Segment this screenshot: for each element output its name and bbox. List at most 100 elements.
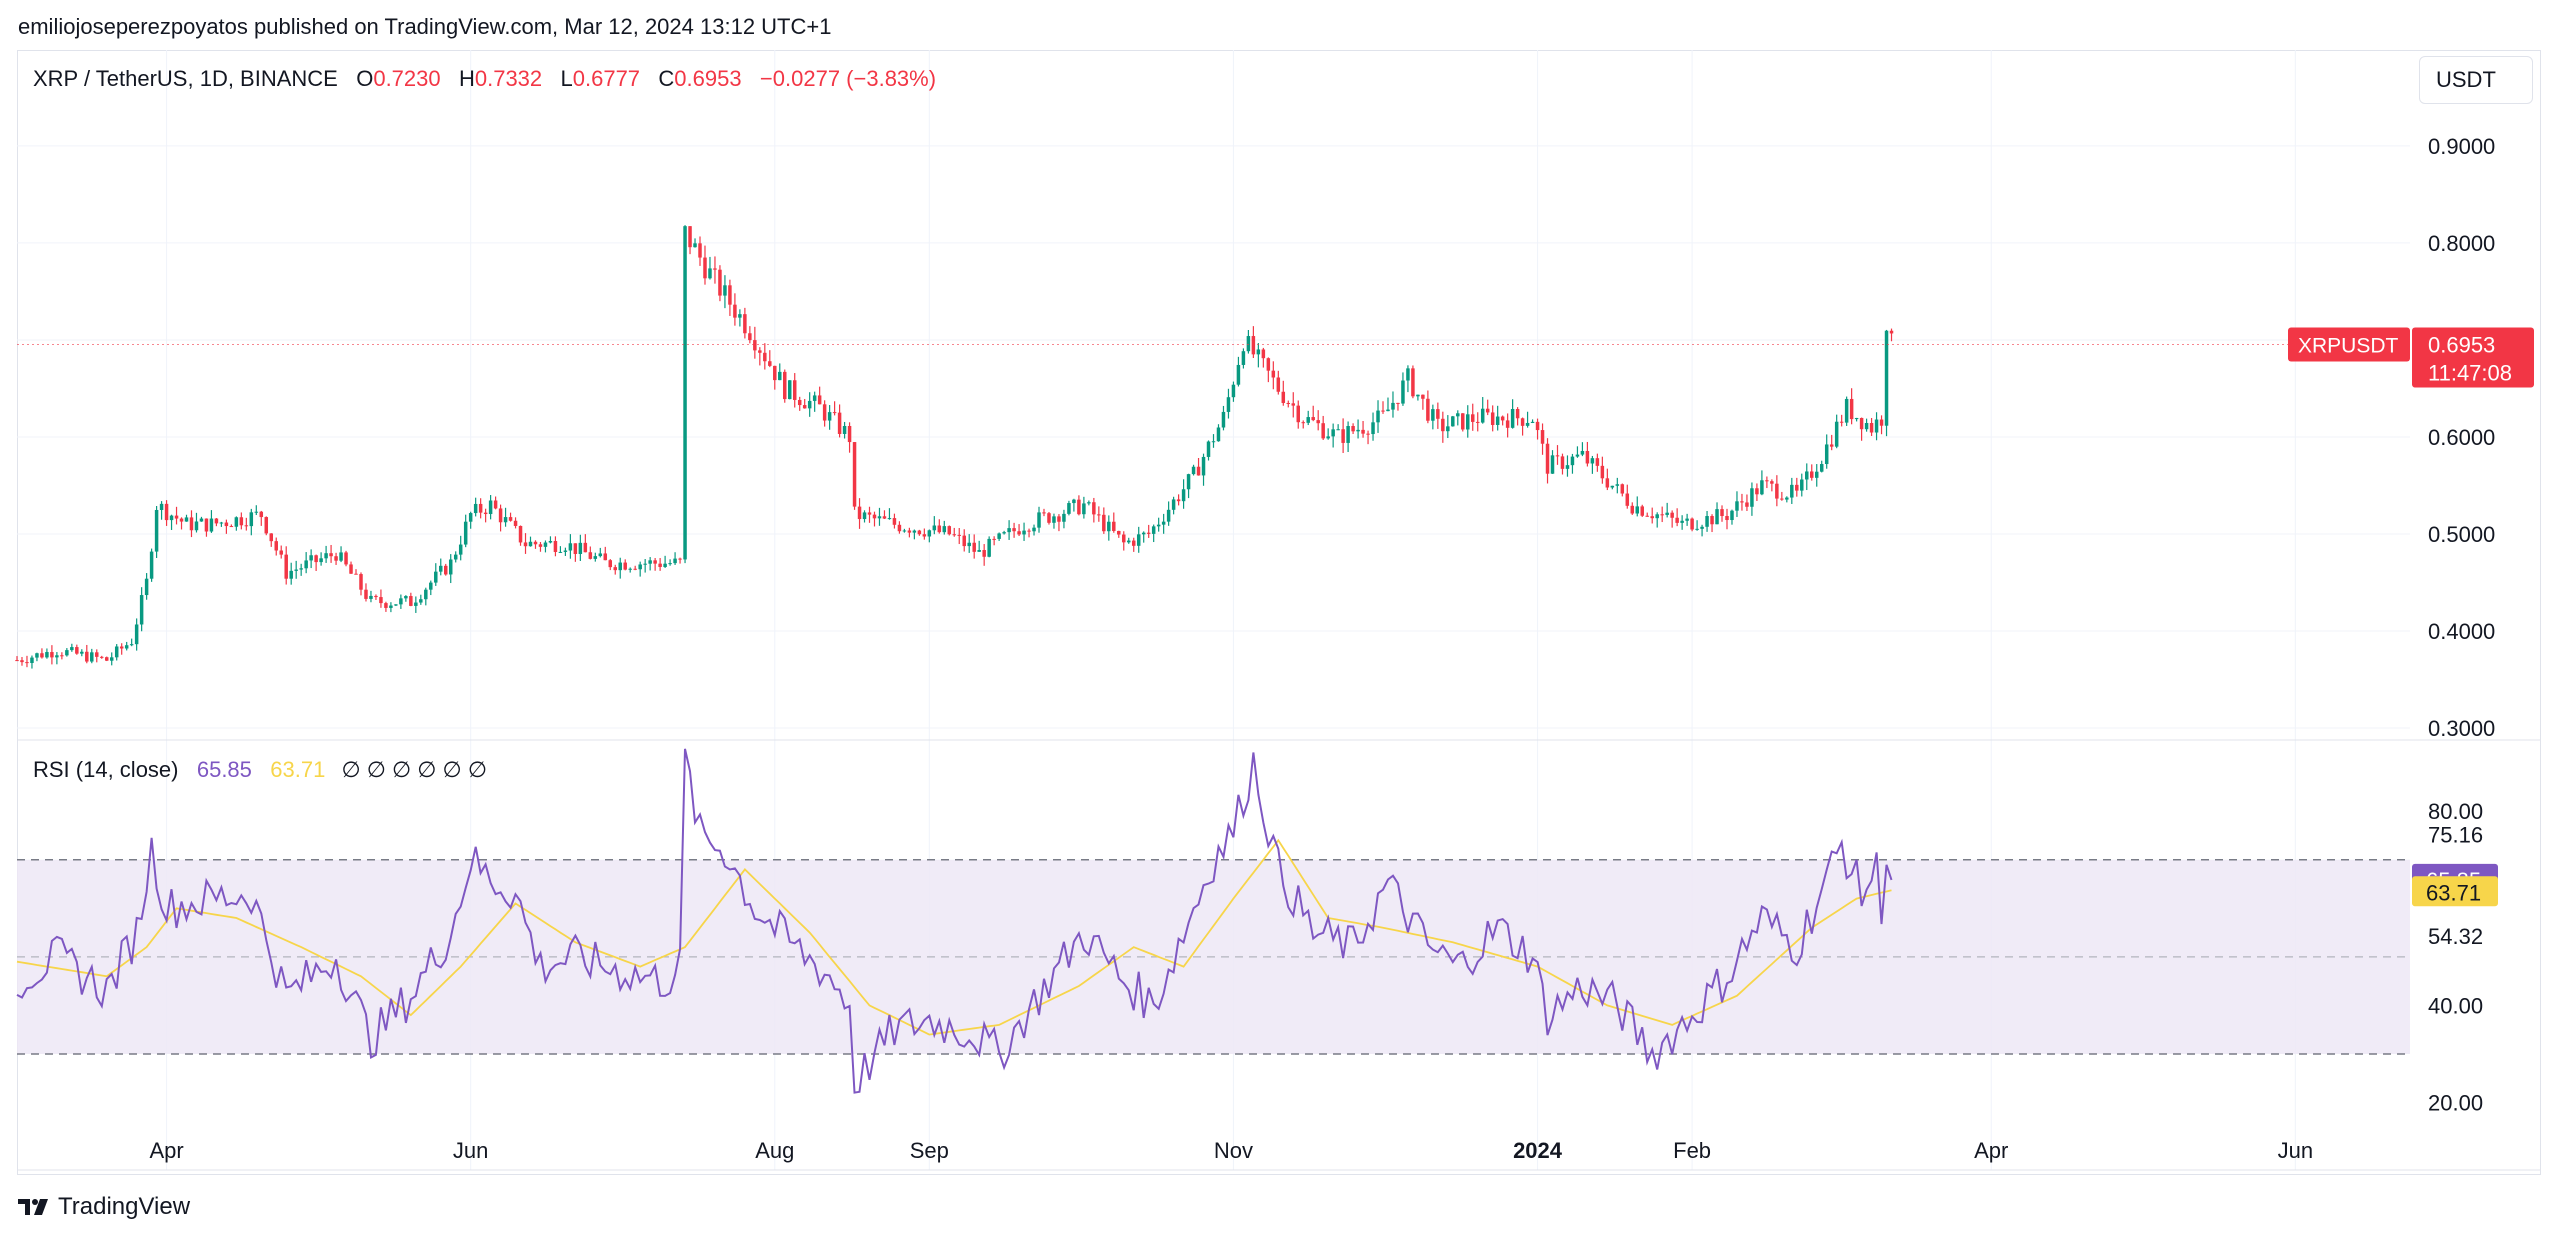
candle-body: [60, 655, 64, 657]
candle-body: [289, 570, 293, 579]
candle-body: [663, 563, 667, 567]
candle-body: [1012, 528, 1016, 532]
candle-body: [498, 508, 503, 523]
candle-body: [1530, 421, 1535, 423]
candle-body: [254, 511, 259, 513]
candle-body: [1814, 471, 1819, 478]
candle-body: [124, 645, 129, 649]
candle-body: [40, 653, 44, 658]
candle-body: [324, 553, 328, 559]
candle-body: [1356, 429, 1360, 432]
candle-body: [748, 333, 752, 341]
candle-body: [1849, 398, 1854, 420]
candle-body: [1062, 513, 1066, 522]
candle-body: [444, 565, 448, 575]
candle-body: [1740, 501, 1744, 503]
candle-body: [1161, 521, 1166, 525]
candle-body: [20, 660, 24, 663]
candle-body: [1216, 427, 1221, 442]
candle-body: [922, 534, 927, 537]
candle-body: [1376, 410, 1380, 423]
tradingview-logo[interactable]: TradingView: [18, 1193, 190, 1221]
candle-body: [90, 652, 94, 662]
rsi-tick-label: 80.00: [2428, 799, 2483, 824]
candle-body: [1795, 484, 1799, 491]
candle-body: [234, 517, 239, 527]
candle-body: [1042, 512, 1046, 514]
candle-body: [144, 578, 149, 596]
candle-body: [80, 651, 84, 654]
candle-body: [1032, 527, 1036, 532]
candle-body: [1236, 364, 1241, 385]
candle-body: [952, 534, 957, 536]
rsi-title[interactable]: RSI (14, close): [33, 757, 179, 782]
candle-body: [1645, 515, 1649, 517]
symbol-label[interactable]: XRP / TetherUS, 1D, BINANCE: [33, 66, 338, 91]
candle-body: [1102, 514, 1106, 532]
candle-body: [1670, 512, 1674, 518]
candle-body: [1226, 397, 1231, 412]
candle-body: [1874, 419, 1879, 433]
candle-body: [942, 526, 947, 533]
candle-body: [50, 652, 54, 658]
candle-body: [1864, 422, 1869, 430]
candle-body: [1156, 524, 1161, 527]
candle-body: [1201, 456, 1206, 476]
candle-body: [319, 558, 323, 563]
candle-body: [1635, 506, 1640, 514]
candle-body: [1505, 420, 1510, 428]
candle-body: [139, 595, 144, 625]
candle-body: [1117, 530, 1121, 535]
candle-body: [1281, 391, 1286, 403]
low-label: L: [560, 66, 573, 91]
candle-body: [738, 314, 742, 318]
candle-body: [1545, 443, 1550, 474]
candle-body: [1710, 516, 1714, 525]
candle-body: [1261, 349, 1266, 359]
candle-body: [1650, 516, 1654, 519]
candle-body: [1136, 534, 1141, 546]
candle-body: [598, 553, 603, 557]
candle-body: [653, 560, 657, 564]
candle-body: [1665, 512, 1669, 515]
candle-body: [164, 503, 169, 521]
candle-body: [174, 515, 179, 519]
candle-body: [1451, 416, 1455, 427]
high-value: 0.7332: [474, 66, 543, 91]
candle-body: [1331, 429, 1335, 437]
rsi-tick-label: 20.00: [2428, 1091, 2483, 1116]
candle-body: [967, 542, 971, 547]
candle-body: [1575, 454, 1580, 457]
candle-body: [1131, 540, 1136, 546]
candle-body: [1630, 505, 1635, 514]
candle-body: [334, 556, 338, 561]
candle-body: [1879, 419, 1884, 426]
candle-body: [1839, 421, 1844, 423]
candle-body: [728, 285, 732, 305]
candle-body: [1306, 417, 1310, 423]
x-tick-label: Nov: [1214, 1138, 1253, 1163]
candle-body: [523, 542, 528, 547]
candle-body: [1311, 417, 1315, 421]
candle-body: [1406, 368, 1410, 381]
candle-body: [1520, 418, 1525, 426]
candle-body: [857, 506, 862, 520]
candle-body: [109, 657, 114, 661]
candle-body: [154, 509, 159, 552]
candle-body: [309, 555, 313, 561]
candle-body: [179, 518, 184, 522]
candle-body: [1127, 540, 1131, 543]
close-label: C: [658, 66, 675, 91]
candle-body: [424, 589, 428, 600]
x-tick-label: Sep: [910, 1138, 949, 1163]
candle-body: [877, 516, 882, 519]
candle-body: [947, 526, 952, 535]
currency-button[interactable]: USDT: [2419, 56, 2533, 104]
candle-body: [1540, 430, 1545, 444]
candle-body: [907, 530, 912, 533]
candle-body: [1286, 402, 1291, 404]
candle-body: [1426, 398, 1430, 421]
candle-body: [827, 412, 832, 421]
price-tick-label: 0.8000: [2428, 231, 2495, 256]
